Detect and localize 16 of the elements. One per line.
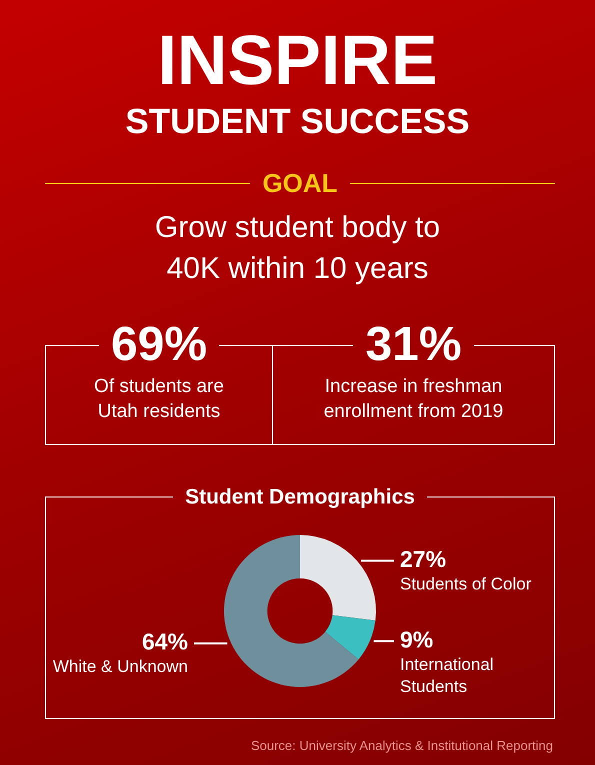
text: 31% bbox=[364, 318, 463, 371]
text: STUDENT SUCCESS bbox=[124, 102, 471, 141]
text: INSPIRE bbox=[156, 21, 439, 99]
text: GOAL bbox=[261, 168, 339, 198]
source-note: Source: University Analytics & Institutional Reporting bbox=[250, 738, 553, 753]
slice-label: International Students bbox=[400, 654, 494, 696]
text: 69% bbox=[110, 318, 208, 371]
text: Of students are Utah residents bbox=[93, 375, 225, 424]
data-label: 27% bbox=[400, 546, 446, 572]
text: Increase in freshman enrollment from 2019 bbox=[322, 375, 504, 424]
slice-label: White & Unknown bbox=[52, 657, 188, 676]
data-label: 64% bbox=[142, 628, 188, 655]
chart-title: Student Demographics bbox=[184, 486, 416, 508]
text: Grow student body to 40K within 10 years bbox=[154, 210, 442, 286]
slice-label: Students of Color bbox=[400, 574, 532, 594]
data-label: 9% bbox=[400, 626, 434, 653]
